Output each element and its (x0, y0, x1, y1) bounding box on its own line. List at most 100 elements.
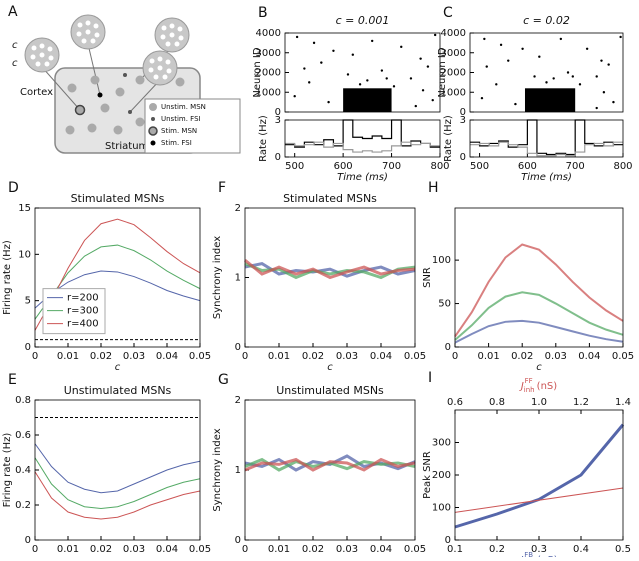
axis-label: JinhFF (nS) (519, 377, 557, 394)
cortex-neuron (178, 35, 184, 41)
y-tick-label: 0 (25, 342, 31, 353)
axis-label: Peak SNR (422, 451, 433, 499)
cortex-neuron (47, 46, 53, 52)
x-tick-label: 0.02 (302, 351, 324, 362)
x-tick-label: 0.03 (123, 351, 145, 362)
x-tick-label: 600 (518, 161, 537, 172)
diagram-legend-box (144, 98, 241, 154)
spike (400, 45, 403, 49)
spike (293, 95, 296, 98)
plot-frame (244, 399, 416, 541)
x2-tick-label: 0.6 (447, 397, 463, 408)
x-tick-label: 0 (32, 351, 38, 362)
series-line (34, 270, 201, 309)
panel-letter: G (218, 372, 229, 388)
y-tick-label: 0 (235, 342, 241, 353)
rate-trace (470, 141, 623, 157)
x-tick-label: 0.05 (612, 351, 634, 362)
x2-tick-label: 1.2 (573, 397, 589, 408)
cortex-neuron (81, 38, 87, 44)
x-tick-label: 0.03 (336, 351, 358, 362)
y-tick-label: 4000 (256, 28, 281, 39)
spike (600, 59, 603, 62)
spike (295, 35, 299, 39)
spike (612, 100, 615, 104)
legend-label: r=200 (67, 293, 99, 304)
legend-icon (148, 126, 158, 136)
x-tick-label: 700 (382, 161, 401, 172)
spike (507, 59, 510, 62)
spike (308, 81, 311, 84)
x-tick-label: 0.05 (404, 544, 426, 555)
cortex-neuron (39, 43, 45, 49)
chart-title: Unstimulated MSNs (64, 384, 172, 397)
msn (115, 87, 125, 97)
y-tick-label: 2 (235, 395, 241, 406)
c-label: c (12, 40, 18, 51)
axis-label: Synchrony index (212, 428, 223, 511)
panel-letter: B (258, 5, 268, 21)
y-tick-label: 0.2 (15, 500, 31, 511)
x-tick-label: 0.04 (156, 351, 178, 362)
spike (619, 35, 622, 39)
axis-label: Synchrony index (212, 236, 223, 319)
spike (433, 33, 437, 37)
y-tick-label: 2 (235, 203, 241, 214)
axis-label-part: inh (524, 386, 535, 394)
fsi (128, 110, 132, 114)
spike (370, 39, 374, 43)
legend-label: r=400 (67, 319, 99, 330)
x-tick-label: 0.1 (447, 544, 463, 555)
spike (585, 47, 589, 50)
y-tick-label: 1 (235, 465, 241, 476)
spike (602, 91, 606, 94)
cortex-neuron (157, 65, 163, 71)
x-tick-label: 0.01 (268, 351, 290, 362)
cortex-neuron (165, 41, 171, 47)
plot-frame (244, 207, 416, 348)
x-tick-label: 0.04 (370, 544, 392, 555)
spike (595, 106, 598, 110)
spike (346, 73, 350, 76)
y-tick-label: 0 (460, 152, 466, 163)
spike (419, 57, 422, 60)
cortex-label: Cortex (20, 87, 53, 98)
cortex-neuron (44, 61, 50, 67)
chart-title: Unstimulated MSNs (276, 384, 384, 397)
x-tick-label: 0.4 (573, 544, 589, 555)
x-tick-label: 0.01 (268, 544, 290, 555)
x-tick-label: 0.05 (189, 544, 211, 555)
spike (538, 55, 541, 58)
msn (100, 103, 110, 113)
legend-icon (151, 117, 155, 121)
diagram: cc Cortex Striatum Unstim. MSN Unstim. FSI St… (12, 14, 241, 154)
cortex-neuron (157, 56, 163, 62)
series-line (34, 218, 201, 331)
spike (392, 85, 396, 88)
cortex-neuron (77, 22, 83, 28)
stim-block (343, 88, 392, 112)
msn (175, 77, 185, 87)
x-tick-label: 500 (470, 161, 489, 172)
series-line (34, 457, 201, 510)
plot-frame (454, 409, 624, 541)
x-tick-label: 600 (334, 161, 353, 172)
series-line (454, 291, 624, 341)
legend-icon (149, 103, 157, 111)
x-tick-label: 0.05 (189, 351, 211, 362)
cortex-neuron (166, 68, 172, 74)
spike (351, 53, 355, 56)
axis-label: SNR (422, 267, 433, 288)
series-line (244, 457, 416, 472)
cortex-neuron (85, 29, 91, 35)
axis-label: Firing rate (Hz) (2, 433, 13, 508)
msn (113, 125, 123, 135)
spike (320, 61, 323, 64)
panel-letter: E (8, 372, 17, 388)
y-tick-label: 1000 (441, 87, 466, 98)
x-tick-label: 0 (452, 351, 458, 362)
x-tick-label: 0.04 (370, 351, 392, 362)
cortex-neuron (48, 55, 54, 61)
y-tick-label: 3000 (256, 48, 281, 59)
panel-letter: D (8, 180, 19, 196)
